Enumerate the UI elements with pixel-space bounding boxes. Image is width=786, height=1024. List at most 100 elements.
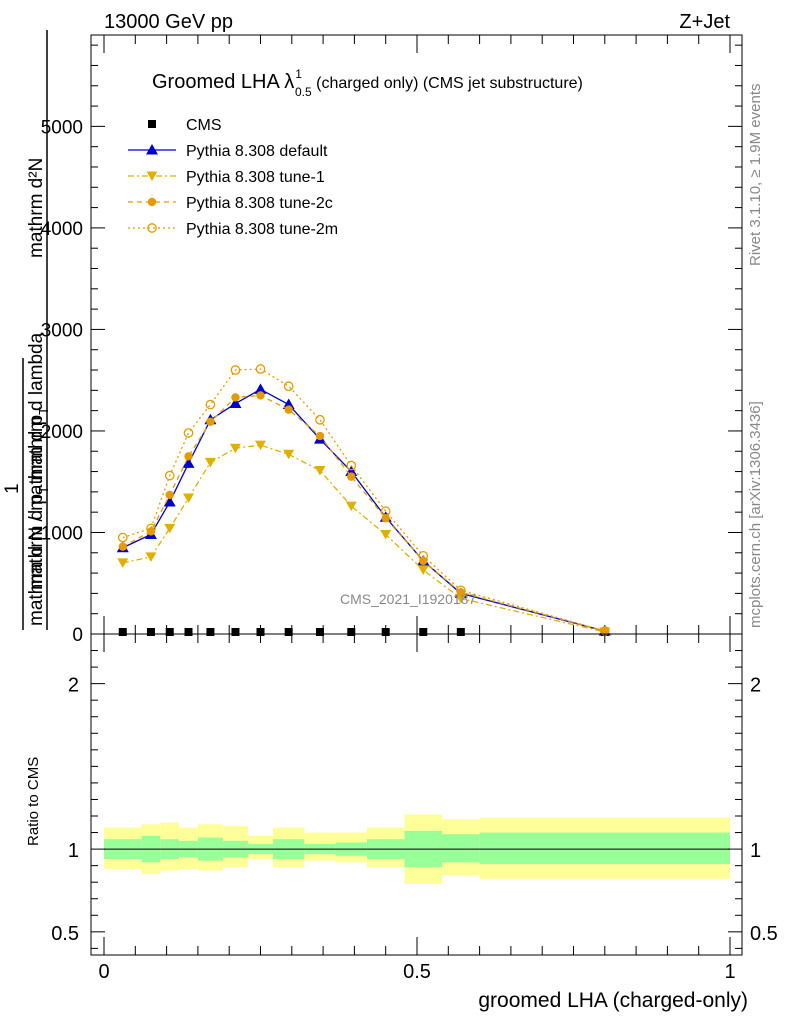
data-point <box>347 472 356 481</box>
data-point <box>146 527 156 536</box>
data-point <box>255 440 266 451</box>
data-point <box>204 457 216 468</box>
x-axis-label: groomed LHA (charged-only) <box>478 989 748 1012</box>
data-point <box>184 628 193 636</box>
data-point <box>314 466 326 476</box>
data-point <box>117 532 128 543</box>
data-point <box>255 364 266 374</box>
y-tick-label: 2000 <box>41 422 83 443</box>
data-point <box>381 628 390 636</box>
mcplots-label: mcplots.cern.ch [arXiv:1306.3436] <box>747 401 764 628</box>
energy-label: 13000 GeV pp <box>104 11 233 33</box>
data-point <box>205 399 216 410</box>
series-4 <box>117 364 610 636</box>
data-point <box>117 558 129 568</box>
legend-label: CMS <box>186 117 222 134</box>
data-point <box>183 428 194 438</box>
data-point <box>231 628 240 636</box>
data-point <box>256 391 265 400</box>
series-line <box>122 394 605 632</box>
ylabel-one: 1 <box>2 483 23 494</box>
data-point <box>347 628 356 636</box>
data-point <box>283 381 294 392</box>
main-y-axis-label: mathrm d²N mathrm d pT mathrm d lambda 1… <box>2 30 51 630</box>
data-point <box>346 460 357 471</box>
y-tick-label: 4000 <box>41 219 83 240</box>
ylabel-denominator: mathrm d pT mathrm d lambda <box>26 332 51 590</box>
data-point <box>164 470 175 481</box>
data-point <box>165 628 174 636</box>
data-point <box>165 490 174 500</box>
data-point <box>206 628 215 636</box>
legend-label: Pythia 8.308 tune-2m <box>186 221 338 238</box>
data-point <box>118 542 127 551</box>
data-point <box>456 628 465 636</box>
ylabel-numerator: mathrm d²N <box>26 158 47 258</box>
data-point <box>231 393 240 402</box>
data-point <box>315 414 325 425</box>
ratio-y-tick-label-right: 2 <box>750 675 761 697</box>
ratio-bands <box>104 814 730 884</box>
data-point <box>230 365 241 375</box>
y-tick-label: 3000 <box>41 320 83 341</box>
data-point <box>206 417 215 427</box>
data-point <box>283 449 295 460</box>
chart-title: Groomed LHA λ1 0.5 (charged only) (CMS je… <box>152 67 583 99</box>
y-tick-label: 5000 <box>41 117 83 138</box>
series-line <box>122 444 605 633</box>
data-point <box>455 593 467 604</box>
data-point <box>229 397 242 409</box>
legend: CMS Pythia 8.308 default Pythia 8.308 tune… <box>128 117 338 238</box>
data-point <box>284 628 293 636</box>
data-point <box>380 506 391 517</box>
chart-watermark: CMS_2021_I1920187 <box>340 591 476 607</box>
legend-label: Pythia 8.308 tune-2c <box>186 195 333 212</box>
ratio-y-tick-label-right: 0.5 <box>750 923 778 945</box>
data-point <box>183 493 195 503</box>
data-point <box>182 457 195 468</box>
ratio-y-tick-label-left: 2 <box>68 675 79 697</box>
data-point <box>315 431 325 441</box>
data-point <box>163 496 176 507</box>
legend-marker <box>147 197 157 207</box>
ratio-y-tick-label-right: 1 <box>750 840 761 862</box>
data-point <box>380 530 392 540</box>
ratio-y-tick-label-left: 1 <box>68 840 79 862</box>
legend-marker <box>148 120 156 128</box>
green-band-bin <box>442 834 480 863</box>
data-point <box>381 514 390 523</box>
legend-marker <box>147 223 157 233</box>
data-point <box>455 585 466 596</box>
series-2 <box>117 440 611 637</box>
data-point <box>146 628 155 636</box>
main-series <box>116 364 611 637</box>
data-point <box>164 523 176 534</box>
data-point <box>145 552 157 562</box>
x-tick-label: 0.5 <box>403 961 431 983</box>
ylabel-prefactor-den: mathrm d N / mathrm d pT <box>26 407 51 626</box>
data-point <box>315 628 324 636</box>
legend-marker <box>146 171 158 181</box>
process-label: Z+Jet <box>679 11 730 33</box>
legend-marker <box>146 144 158 155</box>
x-tick-label: 0 <box>98 961 109 983</box>
data-point <box>256 628 265 636</box>
main-axis-ticks: 0 1000 2000 3000 4000 5000 <box>41 35 742 646</box>
ratio-panel: 0.5 0.5 1 1 2 2 0 0.5 1 Ratio to CMS groomed LHA… <box>25 633 778 1012</box>
rivet-label: Rivet 3.1.10, ≥ 1.9M events <box>747 84 764 267</box>
data-point <box>254 383 267 394</box>
data-point <box>345 501 357 512</box>
ratio-y-tick-label-left: 0.5 <box>51 923 79 945</box>
x-tick-label: 1 <box>724 961 735 983</box>
y-tick-label: 0 <box>72 625 83 646</box>
data-point <box>146 523 156 534</box>
green-band-bin <box>479 832 730 864</box>
data-point <box>417 565 429 576</box>
data-point <box>118 628 127 636</box>
legend-label: Pythia 8.308 default <box>186 143 328 160</box>
data-point <box>229 443 241 454</box>
legend-label: Pythia 8.308 tune-1 <box>186 169 325 186</box>
data-point <box>419 556 428 566</box>
